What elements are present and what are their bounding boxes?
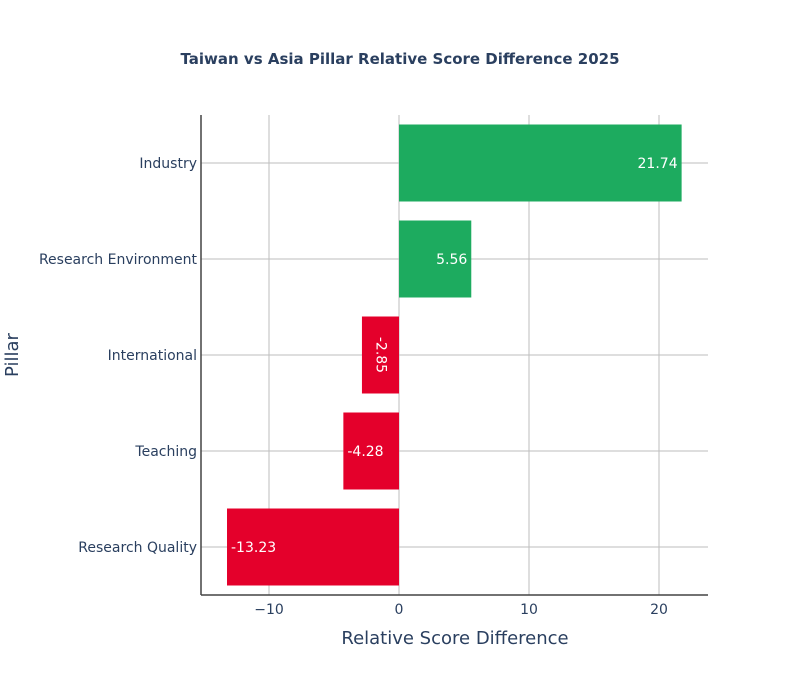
bar xyxy=(343,412,399,490)
y-axis-title: Pillar xyxy=(2,332,23,376)
x-tick-label: 10 xyxy=(520,602,538,618)
bar-value-label: 5.56 xyxy=(436,252,467,268)
bar xyxy=(361,316,399,394)
labels: −10 0 10 20 Industry 21.74 Research Environmen… xyxy=(39,156,678,618)
x-tick-label: 20 xyxy=(650,602,668,618)
bar-value-label: -13.23 xyxy=(231,540,276,556)
category-label: Industry xyxy=(139,156,197,172)
axes xyxy=(200,115,708,596)
bars xyxy=(227,124,682,586)
x-tick-label: 0 xyxy=(395,602,404,618)
bar-value-label: -4.28 xyxy=(347,444,383,460)
bar-value-label: 21.74 xyxy=(638,156,678,172)
bar-value-label: -2.85 xyxy=(372,337,388,373)
category-label: Research Quality xyxy=(78,540,197,556)
x-tick-label: −10 xyxy=(254,602,284,618)
category-label: Teaching xyxy=(134,444,197,460)
chart-title: Taiwan vs Asia Pillar Relative Score Dif… xyxy=(180,50,619,68)
category-label: Research Environment xyxy=(39,252,198,268)
x-axis-title: Relative Score Difference xyxy=(341,628,568,649)
bar xyxy=(399,124,682,202)
bar xyxy=(399,220,472,298)
bar xyxy=(227,508,399,586)
category-label: International xyxy=(108,348,197,364)
